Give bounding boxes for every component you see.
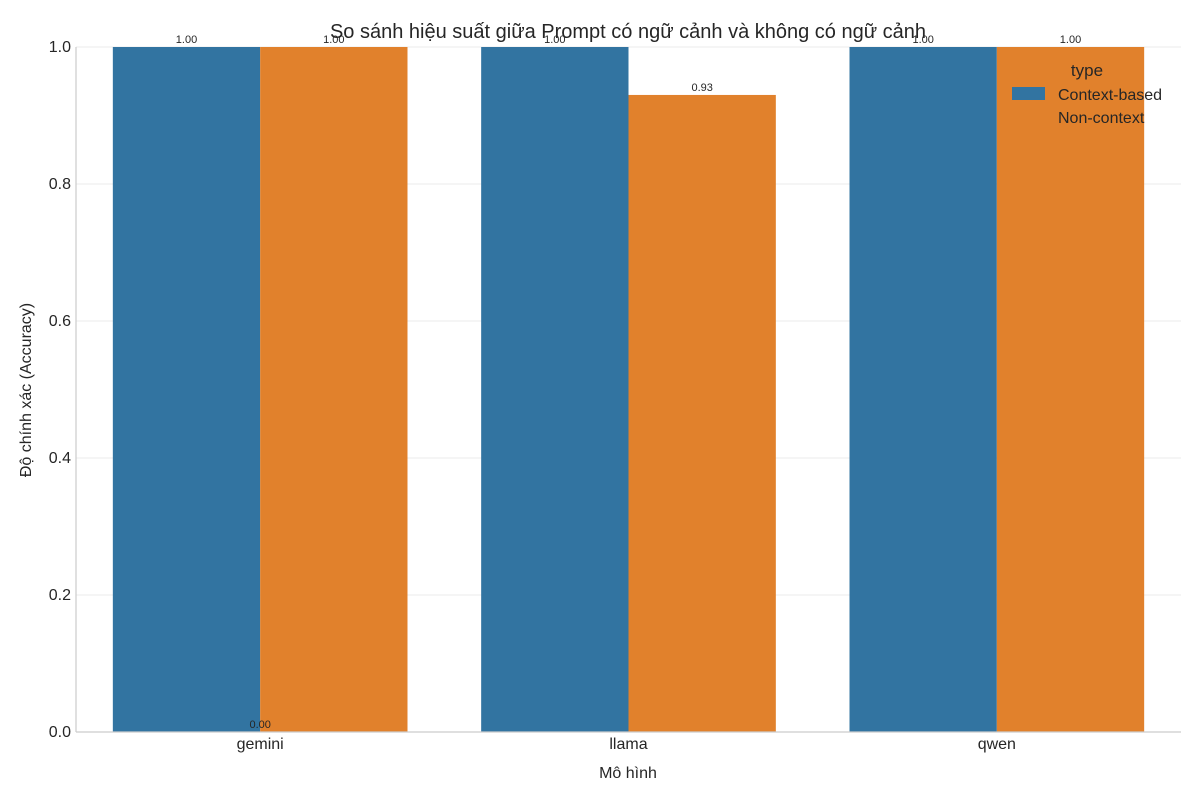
bar-value-label-extra: 0.00 (249, 719, 270, 731)
legend-swatch-context-based (1012, 87, 1045, 100)
y-tick-label: 1.0 (49, 39, 71, 56)
bar-value-label: 1.00 (1060, 34, 1081, 46)
x-tick-labels: gemini llama qwen (237, 736, 1016, 753)
x-tick-label: qwen (978, 736, 1016, 753)
axes (75, 47, 1181, 733)
x-tick-label: llama (609, 736, 647, 753)
y-tick-label: 0.6 (49, 313, 71, 330)
bar-gemini-context-based (112, 47, 261, 732)
bar-value-label: 1.00 (323, 34, 344, 46)
bars (112, 47, 1145, 732)
chart-title: So sánh hiệu suất giữa Prompt có ngữ cản… (330, 21, 926, 43)
y-tick-labels: 0.0 0.2 0.4 0.6 0.8 1.0 (49, 39, 71, 741)
bar-llama-non-context (628, 94, 776, 732)
bar-qwen-non-context (996, 47, 1145, 732)
bar-gemini-non-context (260, 47, 408, 732)
y-tick-label: 0.4 (49, 450, 71, 467)
x-tick-label: gemini (237, 736, 284, 753)
y-tick-label: 0.2 (49, 587, 71, 604)
bar-value-label: 1.00 (176, 34, 197, 46)
legend-title: type (1071, 61, 1103, 80)
legend-label-context-based: Context-based (1058, 87, 1162, 104)
legend-label-non-context: Non-context (1058, 110, 1145, 127)
legend-swatch-non-context (1012, 110, 1045, 123)
bar-llama-context-based (481, 47, 629, 732)
bar-value-label: 1.00 (912, 34, 933, 46)
y-tick-label: 0.0 (49, 724, 71, 741)
y-axis-label: Độ chính xác (Accuracy) (18, 303, 35, 477)
bar-qwen-context-based (849, 47, 997, 732)
bar-value-labels: 1.00 1.00 1.00 0.93 1.00 1.00 0.00 (176, 34, 1081, 731)
bar-value-label: 1.00 (544, 34, 565, 46)
bar-value-label: 0.93 (691, 82, 712, 94)
legend: type Context-based Non-context (1012, 61, 1162, 127)
y-tick-label: 0.8 (49, 176, 71, 193)
x-axis-label: Mô hình (599, 765, 657, 782)
